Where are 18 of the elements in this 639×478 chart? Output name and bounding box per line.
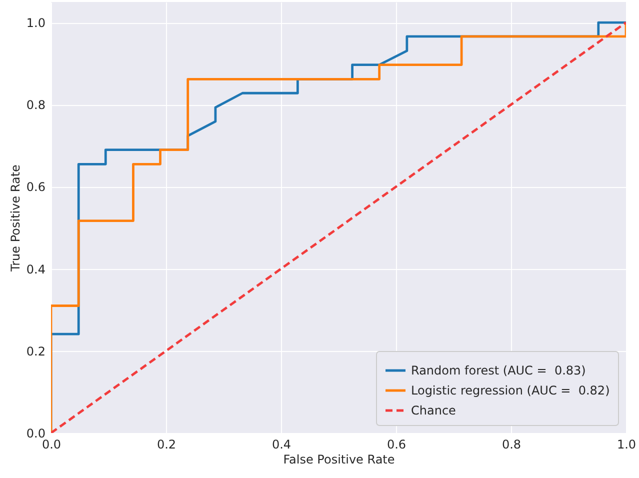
x-tick-label: 0.8 xyxy=(502,438,522,452)
y-tick-label: 0.8 xyxy=(26,98,46,112)
legend-label: Chance xyxy=(411,404,456,418)
legend-label: Random forest (AUC = 0.83) xyxy=(411,364,586,378)
y-tick-label: 0.6 xyxy=(26,180,46,194)
x-tick-label: 0.2 xyxy=(156,438,176,452)
x-tick-label: 0.0 xyxy=(42,438,62,452)
legend-label: Logistic regression (AUC = 0.82) xyxy=(411,384,610,398)
y-tick-label: 0.0 xyxy=(26,426,46,440)
y-tick-label: 0.4 xyxy=(26,262,46,276)
x-tick-label: 1.0 xyxy=(616,438,636,452)
y-tick-label: 0.2 xyxy=(26,344,46,358)
y-axis-title: True Positive Rate xyxy=(8,164,22,272)
y-tick-label: 1.0 xyxy=(26,16,46,30)
x-tick-label: 0.6 xyxy=(386,438,406,452)
x-axis-title: False Positive Rate xyxy=(283,452,395,466)
line-series xyxy=(51,21,626,433)
x-tick-label: 0.4 xyxy=(272,438,292,452)
